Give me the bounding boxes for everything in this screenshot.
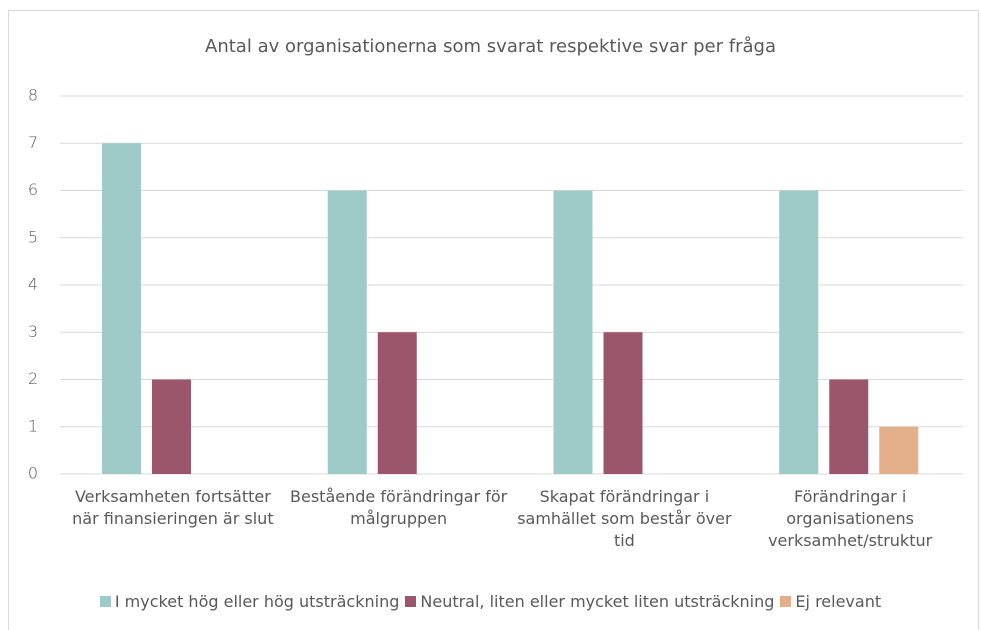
- y-tick-label: 5: [28, 227, 38, 246]
- legend-label: Neutral, liten eller mycket liten utsträ…: [420, 592, 775, 611]
- x-tick-label: Verksamheten fortsätter när finansiering…: [72, 487, 274, 528]
- legend-label: I mycket hög eller hög utsträckning: [114, 592, 400, 611]
- bar: [779, 190, 819, 474]
- y-tick-label: 1: [28, 416, 38, 435]
- bar: [102, 143, 141, 474]
- bar: [152, 379, 191, 474]
- y-tick-label: 8: [28, 86, 38, 105]
- y-tick-label: 2: [28, 369, 38, 388]
- y-tick-label: 0: [28, 464, 38, 483]
- y-tick-label: 7: [28, 133, 38, 152]
- chart-title: Antal av organisationerna som svarat res…: [205, 36, 776, 57]
- legend-swatch: [780, 596, 792, 607]
- legend-swatch: [99, 596, 111, 607]
- bar: [603, 332, 643, 474]
- chart-frame: [8, 10, 979, 630]
- x-tick-label: Skapat förändringar i samhället som best…: [517, 487, 732, 550]
- bar: [553, 190, 593, 474]
- legend-label: Ej relevant: [795, 592, 882, 611]
- y-tick-label: 6: [28, 180, 38, 199]
- legend-item: I mycket hög eller hög utsträckning: [99, 592, 400, 611]
- x-tick-label: Förändringar i organisationens verksamhe…: [768, 487, 933, 550]
- legend-item: Ej relevant: [780, 592, 881, 611]
- legend-swatch: [405, 596, 417, 607]
- bar: [327, 190, 367, 474]
- bar: [377, 332, 417, 474]
- y-tick-label: 3: [28, 322, 38, 341]
- bar: [879, 426, 919, 474]
- y-tick-label: 4: [28, 275, 38, 294]
- bar: [829, 379, 869, 474]
- legend-item: Neutral, liten eller mycket liten utsträ…: [405, 592, 774, 611]
- x-tick-label: Bestående förändringar för målgruppen: [290, 487, 508, 528]
- legend: I mycket hög eller hög utsträckning Neutr…: [0, 592, 981, 611]
